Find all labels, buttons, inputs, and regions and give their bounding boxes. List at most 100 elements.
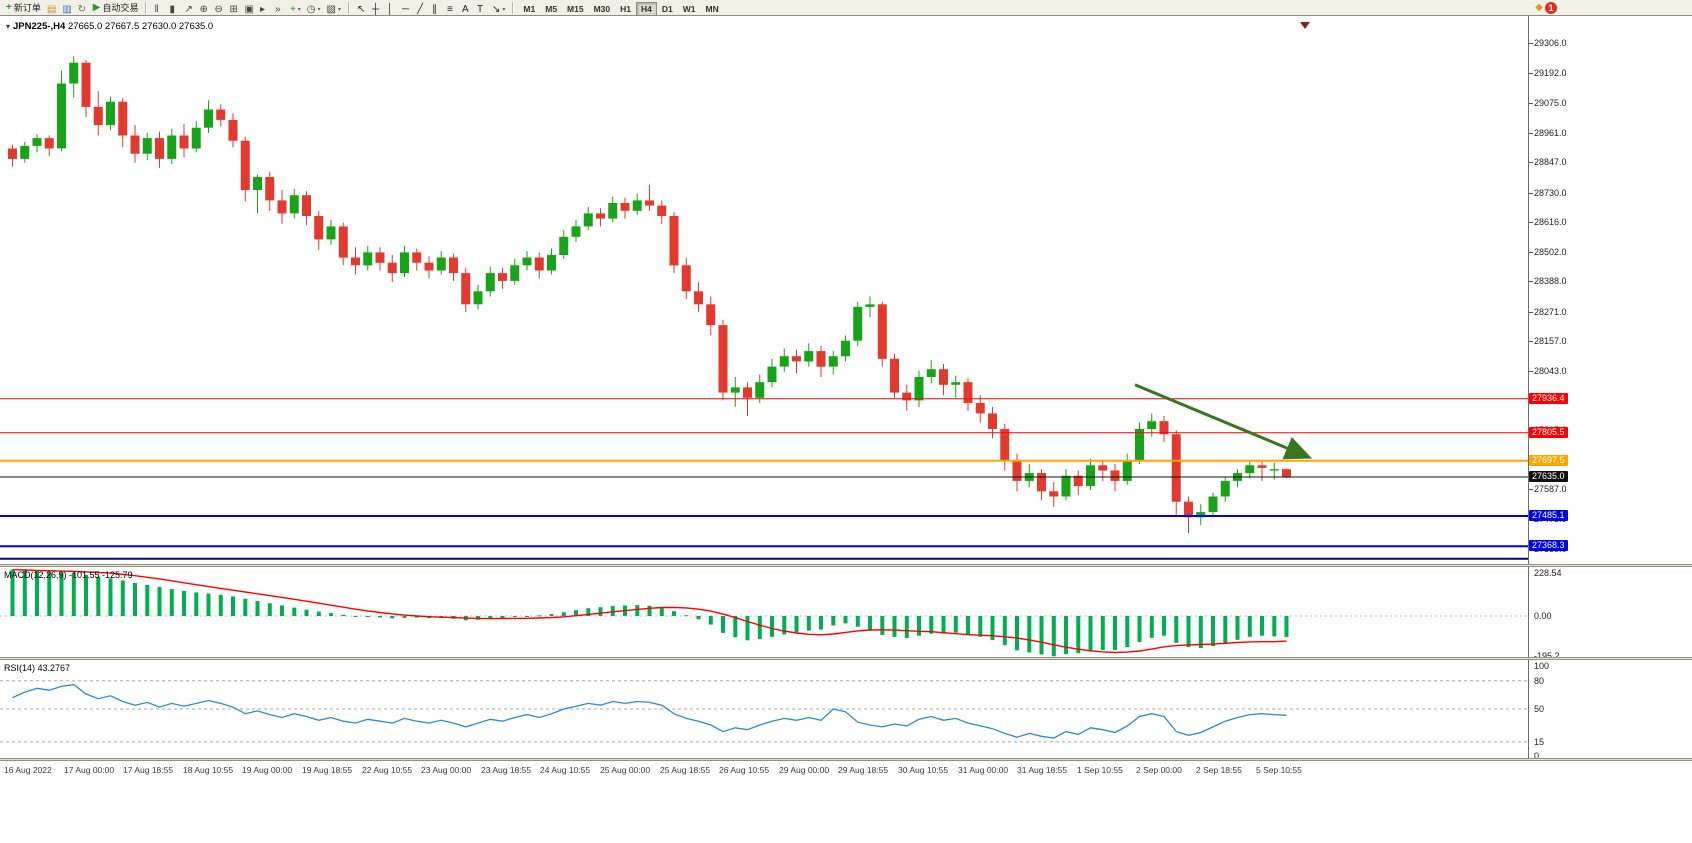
- market-watch-button[interactable]: ▥: [59, 3, 74, 17]
- refresh-button[interactable]: ↻: [75, 3, 90, 17]
- time-axis-label: 29 Aug 00:00: [779, 765, 830, 775]
- bear-candle: [449, 257, 458, 274]
- bear-candle: [718, 325, 728, 393]
- timeframe-button-w1[interactable]: W1: [678, 2, 701, 16]
- macd-indicator-label: MACD(12,26,9) -101.55 -125.79: [4, 570, 133, 580]
- timeframe-button-h1[interactable]: H1: [615, 2, 636, 16]
- bear-candle: [375, 252, 385, 263]
- indicators-button[interactable]: + ▾: [287, 3, 304, 17]
- macd-histogram-bar: [647, 605, 652, 616]
- macd-histogram-bar: [819, 616, 823, 630]
- macd-histogram-bar: [1260, 616, 1264, 636]
- trendline-button[interactable]: ╱: [414, 3, 429, 17]
- macd-histogram-bar: [96, 576, 101, 616]
- zoom-in-button[interactable]: ⊕: [196, 3, 211, 17]
- chart-shift-marker-icon[interactable]: [1300, 22, 1310, 29]
- price-scale[interactable]: 29306.0 29192.0 29075.0 28961.0 28847.0 28730…: [1528, 16, 1692, 761]
- macd-histogram-bar: [133, 582, 137, 616]
- templates-icon: ▧: [326, 3, 336, 15]
- timeframe-button-mn[interactable]: MN: [701, 2, 724, 16]
- toolbar-separator: [348, 1, 351, 14]
- horizontal-line-button[interactable]: ─: [399, 3, 414, 17]
- chart-symbol-period: JPN225-,H4: [13, 21, 66, 32]
- bear-candle: [890, 358, 899, 393]
- bear-candle: [534, 257, 544, 271]
- auto-scroll-button[interactable]: ▸: [257, 3, 272, 17]
- cursor-button[interactable]: ↖: [354, 3, 369, 17]
- scale-tick-mark: [1529, 341, 1533, 343]
- templates-button[interactable]: ▧ ▾: [324, 3, 344, 17]
- macd-histogram-bar: [586, 608, 591, 616]
- macd-histogram-bar: [1002, 616, 1007, 646]
- scale-tick-label: 15: [1534, 736, 1545, 747]
- main-chart-svg[interactable]: [0, 16, 1528, 564]
- macd-histogram-bar: [1064, 616, 1068, 655]
- bear-candle: [351, 257, 360, 266]
- macd-histogram-bar: [402, 616, 407, 618]
- macd-histogram-bar: [978, 616, 983, 637]
- candlestick-button[interactable]: ▮: [166, 3, 181, 17]
- bear-candle: [302, 195, 311, 216]
- macd-histogram-bar: [1100, 616, 1105, 651]
- macd-histogram-bar: [745, 616, 750, 641]
- zoom-in-icon: ⊕: [199, 3, 208, 15]
- arrows-button[interactable]: ↘ ▾: [489, 3, 508, 17]
- bull-candle: [1269, 469, 1279, 471]
- bear-candle: [412, 252, 422, 263]
- macd-histogram-bar: [488, 616, 493, 619]
- macd-signal-line: [12, 569, 1287, 654]
- bull-candle: [632, 200, 642, 211]
- market-watch-icon: ▥: [62, 3, 72, 15]
- bear-candle: [1159, 421, 1169, 435]
- macd-histogram-bar: [206, 593, 211, 616]
- time-scale[interactable]: 16 Aug 2022 17 Aug 00:00 17 Aug 18:55 18 Au…: [0, 761, 1692, 781]
- timeframe-button-m1[interactable]: M1: [518, 2, 540, 16]
- vertical-line-button[interactable]: │: [384, 3, 399, 17]
- chart-shift-button[interactable]: »: [272, 3, 287, 17]
- text-label-icon: T: [477, 3, 484, 15]
- price-line-badge: 27485.1: [1529, 509, 1568, 521]
- chart-dropdown-icon[interactable]: ▾: [6, 22, 11, 31]
- time-axis-label: 25 Aug 18:55: [660, 765, 711, 775]
- timeframe-button-m5[interactable]: M5: [540, 2, 562, 16]
- pane-separator[interactable]: [0, 657, 1692, 660]
- new-order-button[interactable]: + 新订单: [3, 1, 44, 15]
- text-button[interactable]: A: [459, 3, 474, 17]
- crosshair-button[interactable]: ┼: [369, 3, 384, 17]
- pane-separator[interactable]: [0, 758, 1692, 761]
- new-chart-button[interactable]: ▣: [241, 3, 256, 17]
- channel-button[interactable]: ∥: [429, 3, 444, 17]
- macd-histogram-bar: [1174, 616, 1179, 643]
- charts-button[interactable]: ▤: [44, 3, 59, 17]
- autotrading-button[interactable]: ▶ 自动交易: [90, 1, 142, 15]
- zoom-out-button[interactable]: ⊖: [211, 3, 226, 17]
- macd-pane-svg[interactable]: [0, 567, 1528, 657]
- bear-candle: [155, 138, 164, 159]
- macd-histogram-bar: [10, 569, 15, 616]
- macd-histogram-bar: [316, 611, 321, 616]
- scale-tick-label: 29192.0: [1534, 67, 1567, 78]
- charts-icon: ▤: [46, 3, 57, 15]
- bar-chart-button[interactable]: ‖: [151, 3, 166, 17]
- fibonacci-button[interactable]: ≡: [444, 3, 459, 17]
- bull-candle: [1147, 421, 1157, 429]
- macd-histogram-bar: [941, 616, 946, 634]
- trend-arrow-annotation[interactable]: [1134, 383, 1313, 460]
- rsi-pane-svg[interactable]: [0, 660, 1528, 758]
- macd-histogram-bar: [292, 607, 297, 616]
- timeframe-button-h4[interactable]: H4: [636, 1, 657, 16]
- text-icon: A: [462, 3, 469, 15]
- macd-histogram-bar: [390, 616, 395, 619]
- macd-histogram-bar: [1223, 616, 1228, 643]
- timeframe-button-m30[interactable]: M30: [589, 2, 616, 16]
- periods-button[interactable]: ◷ ▾: [304, 3, 324, 17]
- timeframe-button-d1[interactable]: D1: [657, 2, 678, 16]
- tile-windows-button[interactable]: ⊞: [226, 3, 241, 17]
- text-label-button[interactable]: T: [474, 3, 489, 17]
- line-chart-button[interactable]: ↗: [181, 3, 196, 17]
- timeframe-button-m15[interactable]: M15: [562, 2, 589, 16]
- notification-count-badge[interactable]: 1: [1545, 1, 1557, 14]
- pane-separator[interactable]: [0, 564, 1692, 567]
- trendline-icon: ╱: [417, 3, 424, 15]
- bull-candle: [253, 177, 262, 190]
